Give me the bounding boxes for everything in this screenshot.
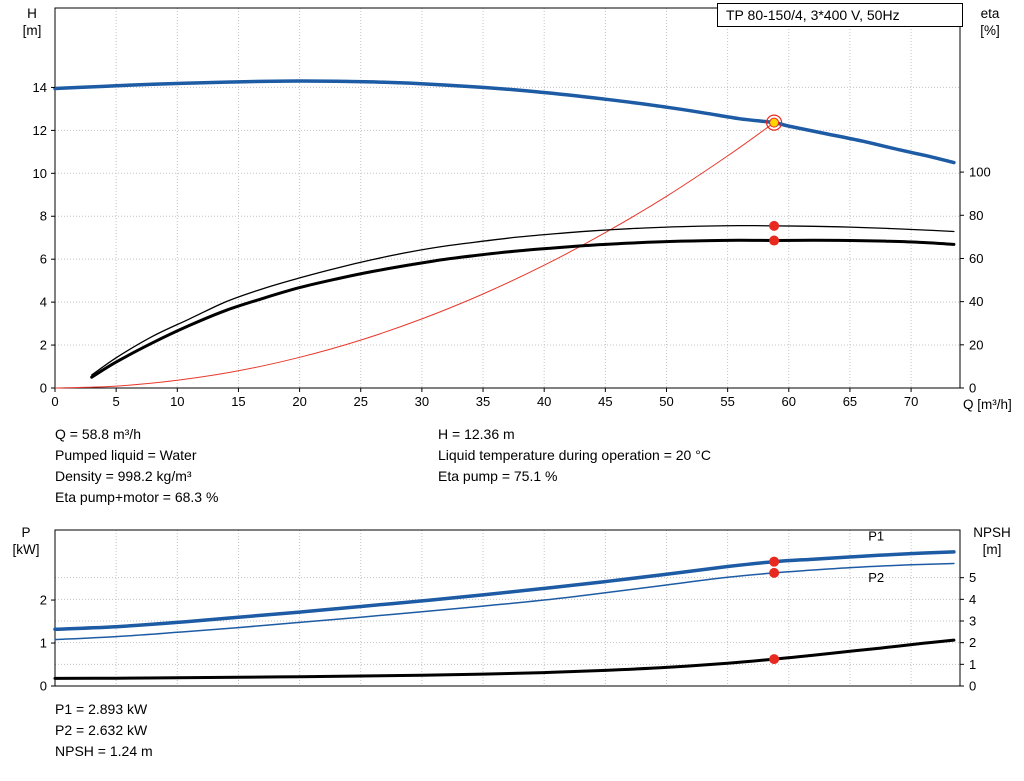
svg-text:5: 5 <box>969 570 976 585</box>
annotation-line: P1 = 2.893 kW <box>55 701 148 717</box>
svg-text:P1: P1 <box>868 529 884 544</box>
svg-text:20: 20 <box>969 337 983 352</box>
npsh-axis-title: NPSH [m] <box>973 525 1011 557</box>
eta-axis-title: eta [%] <box>980 6 1000 38</box>
svg-text:12: 12 <box>33 123 47 138</box>
duty-point-info-left: Q = 58.8 m³/h Pumped liquid = Water Dens… <box>55 424 218 508</box>
annotation-line: H = 12.36 m <box>438 426 515 442</box>
svg-text:5: 5 <box>113 394 120 409</box>
svg-text:35: 35 <box>476 394 490 409</box>
annotation-line: Pumped liquid = Water <box>55 447 197 463</box>
svg-text:P2: P2 <box>868 570 884 585</box>
svg-text:2: 2 <box>40 593 47 608</box>
svg-text:10: 10 <box>170 394 184 409</box>
annotation-line: Liquid temperature during operation = 20… <box>438 447 711 463</box>
svg-text:50: 50 <box>659 394 673 409</box>
svg-text:45: 45 <box>598 394 612 409</box>
svg-text:60: 60 <box>969 251 983 266</box>
svg-text:65: 65 <box>843 394 857 409</box>
p-axis-title: P [kW] <box>12 525 40 557</box>
annotation-line: Eta pump+motor = 68.3 % <box>55 489 219 505</box>
svg-text:0: 0 <box>969 381 976 396</box>
svg-text:60: 60 <box>782 394 796 409</box>
svg-text:0: 0 <box>51 394 58 409</box>
svg-text:8: 8 <box>40 209 47 224</box>
svg-text:2: 2 <box>40 338 47 353</box>
svg-text:80: 80 <box>969 208 983 223</box>
svg-text:15: 15 <box>231 394 245 409</box>
q-axis-title: Q [m³/h] <box>963 397 1012 412</box>
power-npsh-info: P1 = 2.893 kW P2 = 2.632 kW NPSH = 1.24 … <box>55 699 153 762</box>
svg-text:4: 4 <box>40 295 47 310</box>
svg-text:1: 1 <box>40 636 47 651</box>
svg-text:20: 20 <box>292 394 306 409</box>
pump-title-box: TP 80-150/4, 3*400 V, 50Hz <box>717 3 963 27</box>
svg-text:3: 3 <box>969 614 976 629</box>
annotation-line: NPSH = 1.24 m <box>55 743 153 759</box>
svg-text:14: 14 <box>33 80 47 95</box>
annotation-line: Density = 998.2 kg/m³ <box>55 468 192 484</box>
svg-text:4: 4 <box>969 592 976 607</box>
hq-eta-chart: 0 5 10 15 20 25 30 35 40 45 50 55 60 65 70 0 2 4 6 8 10 12 14 0… <box>33 7 991 409</box>
svg-text:30: 30 <box>415 394 429 409</box>
svg-text:10: 10 <box>33 166 47 181</box>
svg-text:2: 2 <box>969 635 976 650</box>
annotation-line: Q = 58.8 m³/h <box>55 426 141 442</box>
svg-text:25: 25 <box>354 394 368 409</box>
svg-text:0: 0 <box>40 381 47 396</box>
svg-text:6: 6 <box>40 252 47 267</box>
h-axis-title: H [m] <box>22 6 42 38</box>
annotation-line: Eta pump = 75.1 % <box>438 468 558 484</box>
duty-point-info-right: H = 12.36 m Liquid temperature during op… <box>438 424 711 487</box>
svg-text:40: 40 <box>537 394 551 409</box>
svg-text:40: 40 <box>969 294 983 309</box>
svg-text:100: 100 <box>969 165 991 180</box>
svg-text:70: 70 <box>904 394 918 409</box>
svg-text:1: 1 <box>969 657 976 672</box>
svg-text:0: 0 <box>40 679 47 694</box>
svg-text:55: 55 <box>720 394 734 409</box>
power-npsh-chart: 0 1 2 0 1 2 3 4 5 P1 P2 <box>40 529 976 694</box>
annotation-line: P2 = 2.632 kW <box>55 722 148 738</box>
svg-text:0: 0 <box>969 679 976 694</box>
